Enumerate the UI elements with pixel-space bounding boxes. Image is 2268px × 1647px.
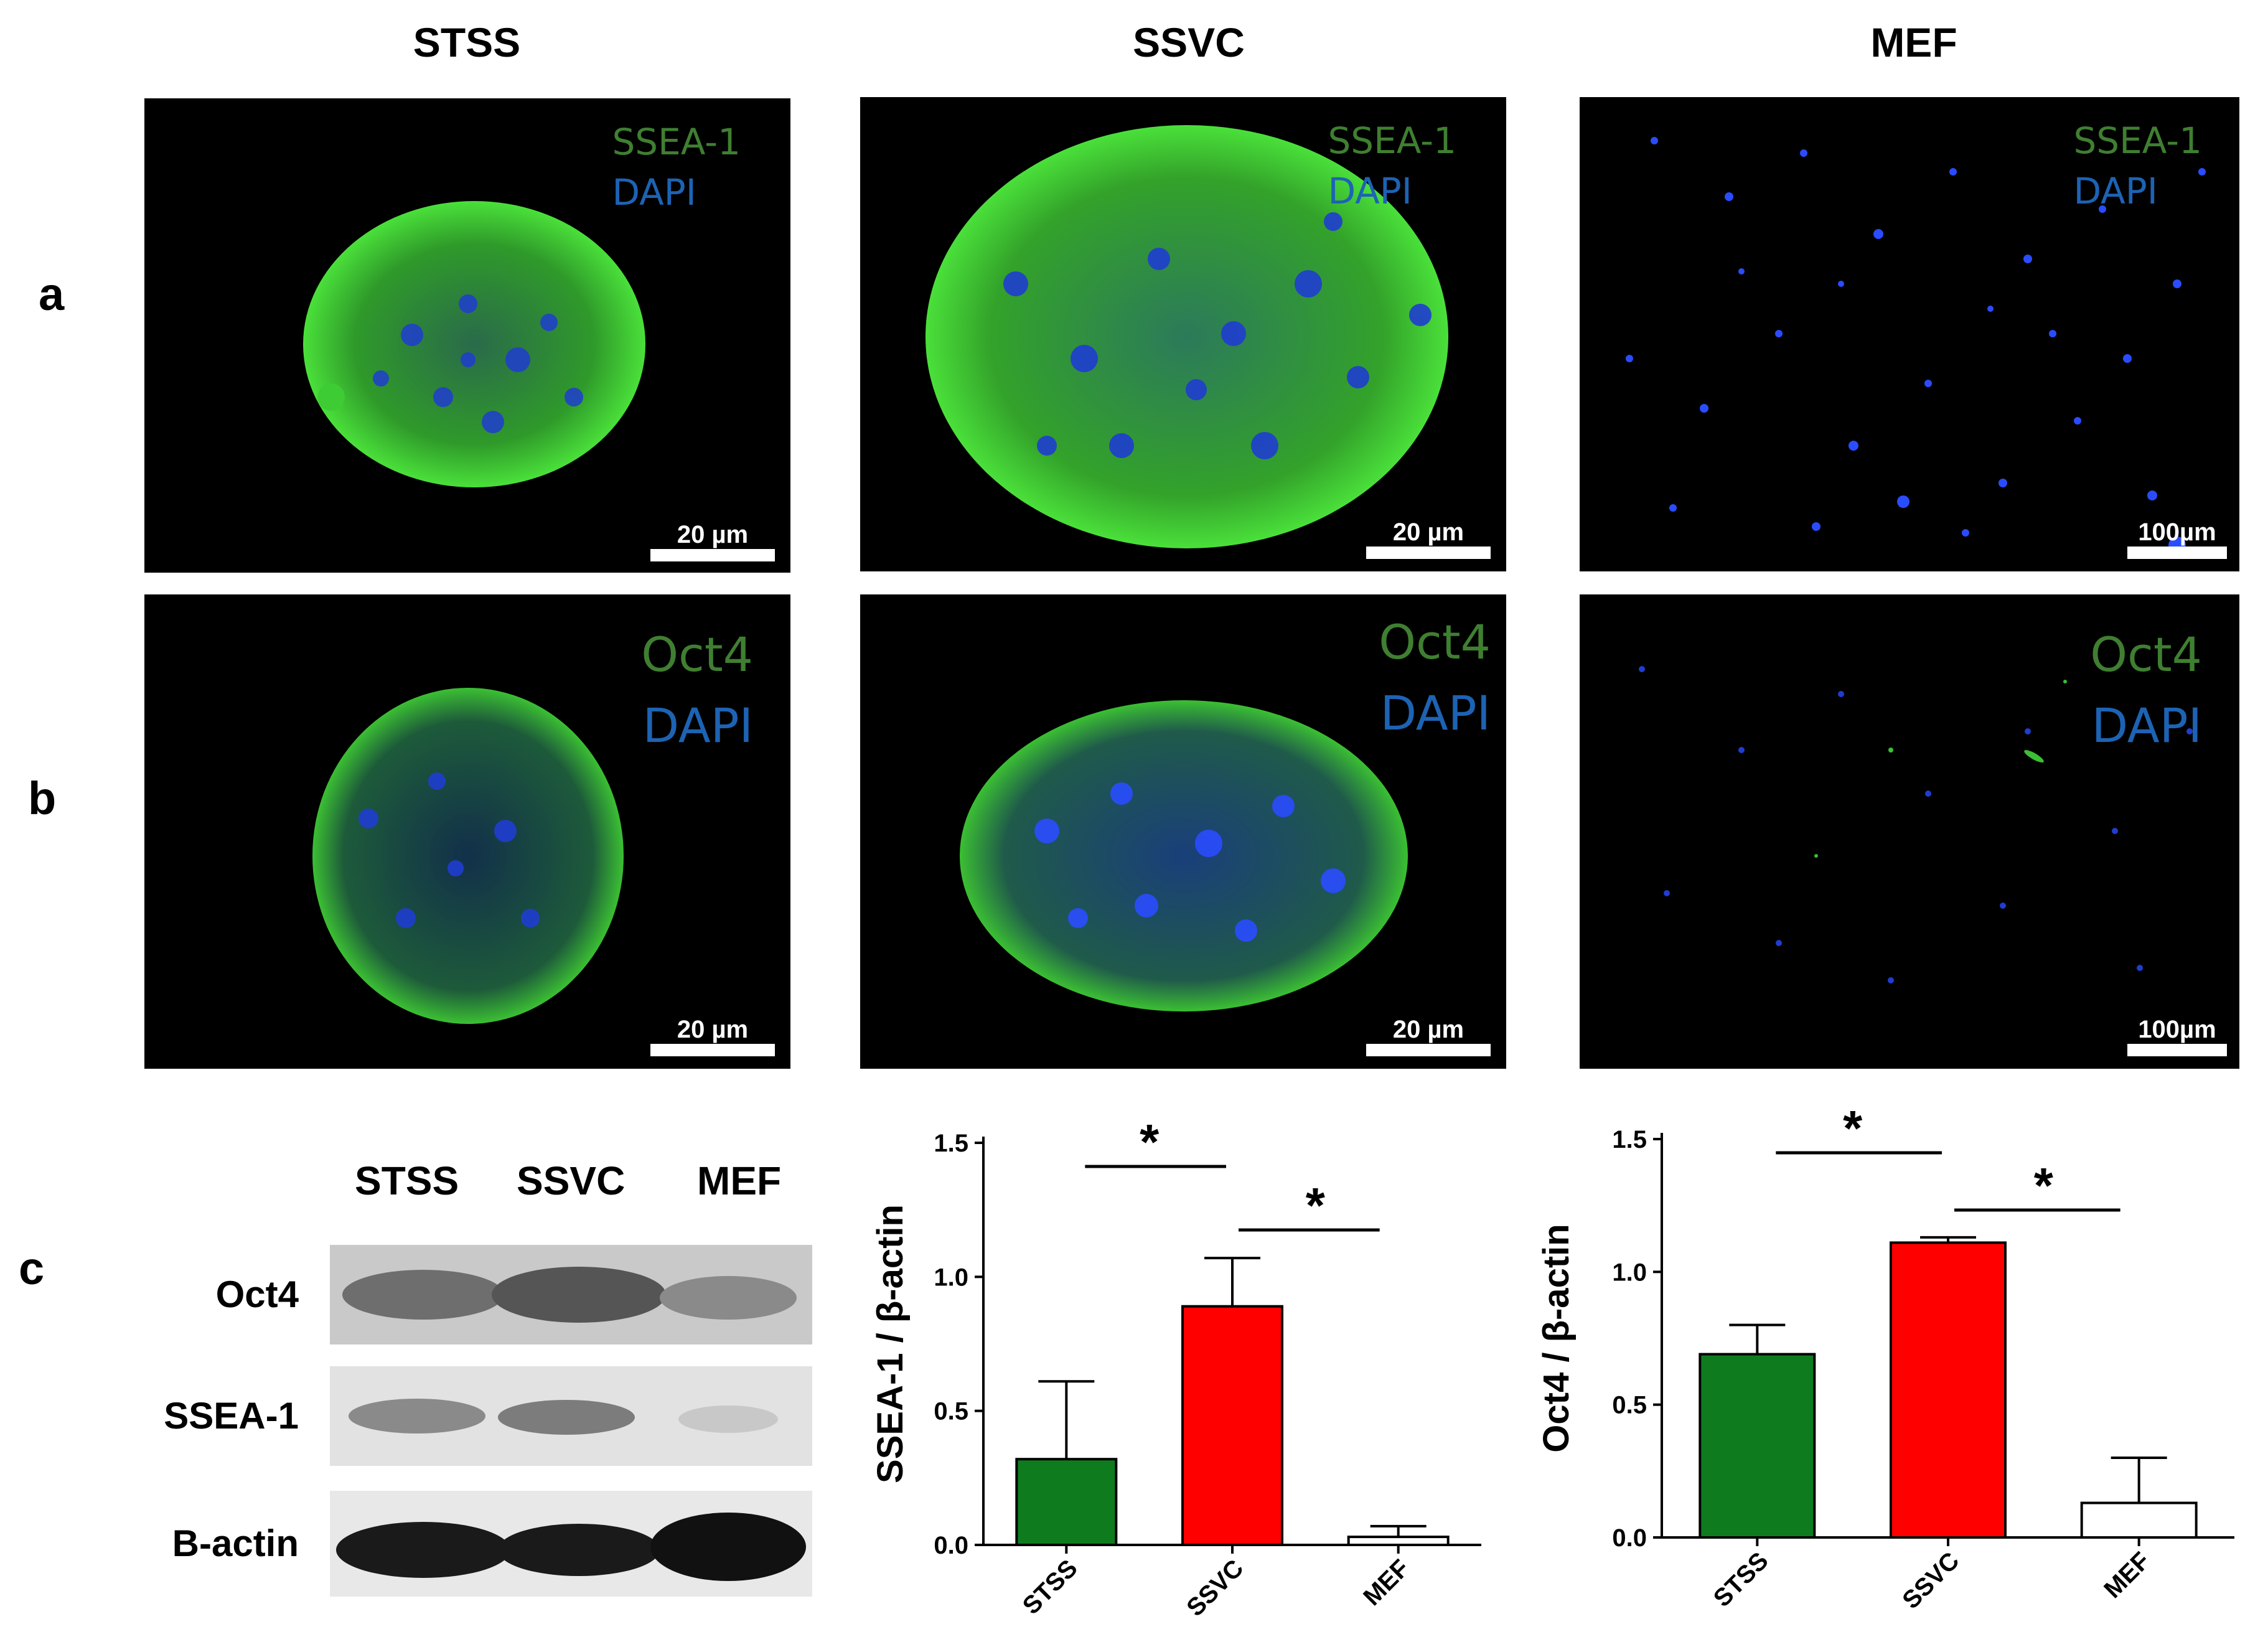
column-title-ssvc: SSVC <box>1133 19 1245 65</box>
bar-mef <box>1347 1536 1450 1547</box>
scalebar <box>2127 547 2227 559</box>
wb-band-ssea1 <box>330 1366 812 1466</box>
micrograph-b-ssvc: Oct4 DAPI 20 µm <box>860 594 1506 1069</box>
bar-chart-oct4: 0.0 0.5 1.0 1.5 Oct4 / β-actin STSS SSVC MEF * * <box>1519 1108 2234 1643</box>
wb-lane-label-mef: MEF <box>697 1158 782 1203</box>
y-tick-label: 0.0 <box>1612 1524 1647 1552</box>
chart-ssea1-svg: 0.0 0.5 1.0 1.5 SSEA-1 / β-actin STSS SSVC MEF *… <box>870 1114 1481 1621</box>
wb-protein-label-oct4: Oct4 <box>215 1274 299 1315</box>
scalebar-label: 20 µm <box>1392 1016 1464 1043</box>
channel-label-dapi: DAPI <box>612 171 696 214</box>
row-label-a: a <box>39 268 65 320</box>
column-title-stss: STSS <box>413 19 521 65</box>
row-label-c: c <box>19 1242 45 1294</box>
significance-star: * <box>1843 1108 1863 1156</box>
x-tick-label-stss: STSS <box>1018 1554 1083 1620</box>
wb-band-bactin <box>330 1491 812 1597</box>
scalebar-label: 100µm <box>2138 518 2216 546</box>
channel-label-oct4: Oct4 <box>2090 627 2202 682</box>
channel-label-ssea1: SSEA-1 <box>1328 120 1456 162</box>
significance-star: * <box>1306 1178 1326 1233</box>
y-tick-label: 1.0 <box>1612 1259 1647 1286</box>
channel-label-oct4: Oct4 <box>641 627 753 682</box>
column-title-mef: MEF <box>1870 19 1957 65</box>
bar-stss <box>1015 1458 1118 1546</box>
y-axis-label: Oct4 / β-actin <box>1536 1224 1577 1452</box>
channel-label-dapi: DAPI <box>642 698 753 753</box>
channel-label-ssea1: SSEA-1 <box>612 121 741 163</box>
x-tick-label-ssvc: SSVC <box>1897 1547 1964 1614</box>
micrograph-a-mef: SSEA-1 DAPI 100µm <box>1580 97 2239 571</box>
scalebar-label: 100µm <box>2138 1016 2216 1043</box>
x-tick-label-mef: MEF <box>1358 1554 1415 1611</box>
y-tick-label: 0.5 <box>934 1398 968 1425</box>
scalebar-label: 20 µm <box>1392 518 1464 546</box>
micrograph-a-stss: SSEA-1 DAPI 20 µm <box>144 98 790 573</box>
channel-label-oct4: Oct4 <box>1379 614 1491 670</box>
bar-ssvc <box>1890 1241 2007 1539</box>
micrograph-a-ssvc: SSEA-1 DAPI 20 µm <box>860 97 1506 571</box>
micrograph-image <box>925 125 1448 548</box>
y-tick-label: 0.0 <box>934 1532 968 1559</box>
micrograph-image <box>312 688 624 1024</box>
chart-oct4-svg: 0.0 0.5 1.0 1.5 Oct4 / β-actin STSS SSVC MEF * * <box>1536 1108 2234 1614</box>
bar-ssvc <box>1181 1305 1283 1546</box>
micrograph-b-stss: Oct4 DAPI 20 µm <box>144 594 790 1069</box>
scalebar <box>650 549 775 561</box>
scalebar-label: 20 µm <box>677 1016 749 1043</box>
channel-label-dapi: DAPI <box>1328 170 1412 213</box>
scalebar <box>1366 1044 1491 1056</box>
x-tick-label-stss: STSS <box>1708 1547 1774 1612</box>
x-tick-label-ssvc: SSVC <box>1181 1554 1249 1621</box>
y-tick-label: 0.5 <box>1612 1392 1647 1419</box>
bar-chart-ssea1: 0.0 0.5 1.0 1.5 SSEA-1 / β-actin STSS SSVC MEF *… <box>859 1108 1500 1643</box>
significance-star: * <box>2034 1158 2054 1213</box>
scalebar-label: 20 µm <box>677 521 749 548</box>
wb-protein-label-ssea1: SSEA-1 <box>164 1395 299 1437</box>
micrograph-image <box>1639 666 2193 983</box>
wb-lane-label-stss: STSS <box>355 1158 459 1203</box>
bar-mef <box>2080 1501 2198 1539</box>
channel-label-dapi: DAPI <box>2091 698 2202 753</box>
wb-band-image <box>330 1245 812 1344</box>
y-tick-label: 1.5 <box>1612 1126 1647 1153</box>
channel-label-dapi: DAPI <box>2073 170 2158 213</box>
channel-label-dapi: DAPI <box>1380 685 1491 741</box>
y-axis-label: SSEA-1 / β-actin <box>870 1204 911 1483</box>
micrograph-image <box>960 700 1408 1011</box>
scalebar <box>1366 547 1491 559</box>
wb-band-image <box>330 1366 812 1466</box>
wb-protein-label-bactin: B-actin <box>172 1523 299 1564</box>
significance-star: * <box>1140 1114 1160 1170</box>
wb-band-image <box>330 1491 812 1597</box>
channel-label-ssea1: SSEA-1 <box>2073 120 2202 162</box>
scalebar <box>2127 1044 2227 1056</box>
y-tick-label: 1.5 <box>934 1130 968 1157</box>
wb-band-oct4 <box>330 1245 812 1344</box>
micrograph-b-mef: Oct4 DAPI 100µm <box>1580 594 2239 1069</box>
scalebar <box>650 1044 775 1056</box>
row-label-b: b <box>28 772 57 824</box>
micrograph-image <box>303 201 645 487</box>
wb-lane-label-ssvc: SSVC <box>517 1158 626 1203</box>
y-tick-label: 1.0 <box>934 1264 968 1291</box>
x-tick-label-mef: MEF <box>2099 1547 2155 1603</box>
bar-stss <box>1699 1353 1816 1539</box>
